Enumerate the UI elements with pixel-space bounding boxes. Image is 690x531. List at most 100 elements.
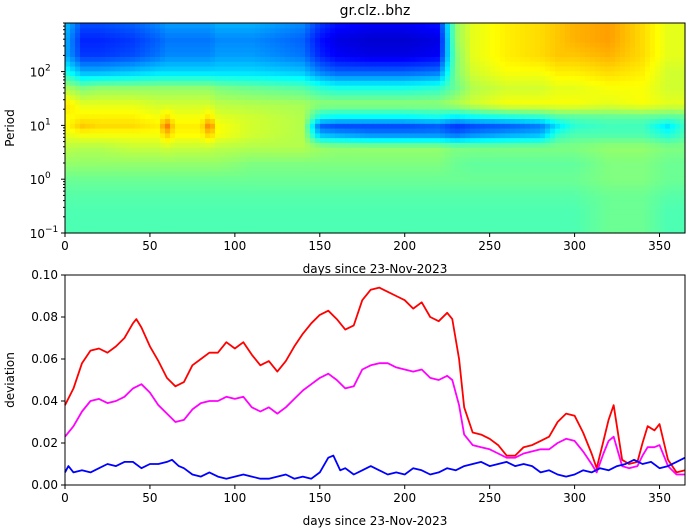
heatmap-cell: [145, 147, 151, 153]
heatmap-cell: [120, 194, 126, 201]
heatmap-cell: [465, 61, 471, 67]
heatmap-cell: [495, 218, 501, 225]
heatmap-cell: [165, 75, 171, 81]
heatmap-cell: [120, 223, 126, 229]
heatmap-cell: [650, 94, 656, 100]
heatmap-cell: [130, 65, 136, 72]
heatmap-cell: [80, 185, 86, 191]
heatmap-cell: [320, 61, 326, 67]
heatmap-cell: [505, 85, 511, 91]
heatmap-cell: [600, 142, 606, 148]
heatmap-cell: [550, 56, 556, 62]
heatmap-cell: [120, 56, 126, 62]
heatmap-cell: [610, 80, 616, 86]
heatmap-cell: [80, 61, 86, 67]
heatmap-cell: [565, 75, 571, 81]
heatmap-cell: [410, 113, 416, 120]
heatmap-cell: [195, 147, 201, 153]
heatmap-cell: [490, 75, 496, 81]
heatmap-cell: [160, 80, 166, 86]
heatmap-cell: [130, 142, 136, 148]
heatmap-cell: [290, 108, 296, 115]
heatmap-cell: [140, 199, 146, 205]
heatmap-cell: [440, 213, 446, 220]
heatmap-cell: [680, 137, 686, 143]
heatmap-cell: [600, 113, 606, 120]
heatmap-cell: [595, 166, 601, 172]
heatmap-cell: [80, 180, 86, 186]
heatmap-cell: [70, 46, 76, 53]
heatmap-cell: [220, 190, 226, 196]
heatmap-cell: [530, 185, 536, 191]
heatmap-cell: [520, 113, 526, 120]
heatmap-cell: [485, 218, 491, 225]
heatmap-cell: [670, 194, 676, 201]
heatmap-cell: [100, 80, 106, 86]
heatmap-cell: [400, 132, 406, 139]
heatmap-cell: [185, 161, 191, 167]
heatmap-cell: [460, 223, 466, 229]
heatmap-cell: [135, 56, 141, 62]
heatmap-cell: [610, 89, 616, 96]
heatmap-cell: [645, 151, 651, 158]
heatmap-cell: [315, 70, 321, 77]
heatmap-cell: [555, 175, 561, 182]
heatmap-cell: [95, 108, 101, 115]
heatmap-cell: [525, 51, 531, 58]
heatmap-cell: [640, 209, 646, 215]
heatmap-cell: [505, 209, 511, 215]
heatmap-cell: [95, 80, 101, 86]
heatmap-cell: [70, 80, 76, 86]
heatmap-cell: [670, 137, 676, 143]
heatmap-cell: [65, 70, 71, 77]
heatmap-cell: [470, 104, 476, 110]
heatmap-cell: [505, 223, 511, 229]
heatmap-cell: [150, 132, 156, 139]
heatmap-cell: [520, 123, 526, 129]
heatmap-cell: [245, 185, 251, 191]
heatmap-cell: [620, 85, 626, 91]
heatmap-cell: [470, 99, 476, 105]
heatmap-cell: [165, 137, 171, 143]
heatmap-cell: [210, 213, 216, 220]
heatmap-cell: [335, 185, 341, 191]
heatmap-cell: [200, 42, 206, 48]
heatmap-cell: [160, 218, 166, 225]
heatmap-cell: [480, 228, 486, 234]
heatmap-cell: [295, 175, 301, 182]
heatmap-cell: [420, 51, 426, 58]
heatmap-cell: [600, 99, 606, 105]
heatmap-cell: [295, 204, 301, 210]
heatmap-cell: [115, 37, 121, 43]
heatmap-cell: [580, 180, 586, 186]
heatmap-cell: [125, 94, 131, 100]
heatmap-cell: [135, 209, 141, 215]
heatmap-cell: [595, 85, 601, 91]
heatmap-cell: [235, 56, 241, 62]
heatmap-cell: [430, 75, 436, 81]
heatmap-cell: [435, 118, 441, 124]
heatmap-cell: [95, 194, 101, 201]
heatmap-cell: [275, 166, 281, 172]
heatmap-cell: [520, 137, 526, 143]
heatmap-cell: [165, 151, 171, 158]
heatmap-cell: [245, 194, 251, 201]
heatmap-cell: [490, 113, 496, 120]
heatmap-cell: [550, 190, 556, 196]
heatmap-cell: [260, 199, 266, 205]
heatmap-cell: [245, 85, 251, 91]
heatmap-cell: [180, 175, 186, 182]
heatmap-cell: [280, 223, 286, 229]
heatmap-cell: [170, 209, 176, 215]
heatmap-cell: [650, 194, 656, 201]
heatmap-cell: [530, 94, 536, 100]
heatmap-cell: [260, 142, 266, 148]
heatmap-cell: [615, 166, 621, 172]
heatmap-cell: [610, 46, 616, 53]
heatmap-cell: [235, 123, 241, 129]
heatmap-cell: [395, 132, 401, 139]
heatmap-cell: [335, 161, 341, 167]
heatmap-cell: [410, 46, 416, 53]
heatmap-cell: [155, 228, 161, 234]
heatmap-cell: [640, 218, 646, 225]
